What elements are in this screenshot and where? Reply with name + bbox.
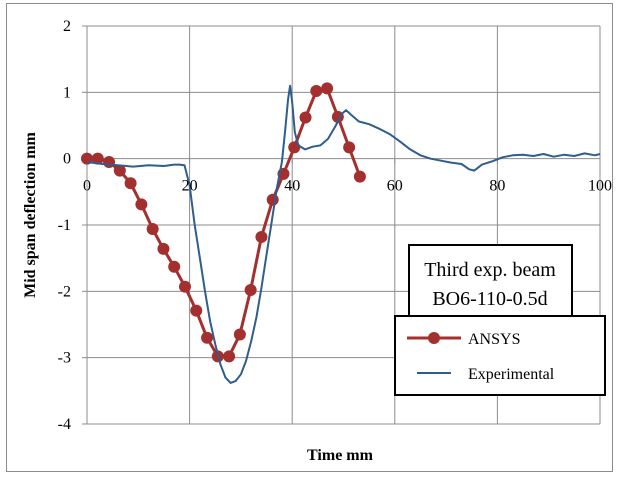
x-tick-label: 20	[182, 178, 198, 195]
legend-label-experimental: Experimental	[468, 366, 555, 383]
data-point-ansys	[299, 111, 312, 124]
chart-frame: 0 20 40 60 80 100 2 1 0 -1 -2 -3 -4 Time mm Mid spa…	[6, 3, 613, 472]
data-point-ansys	[146, 222, 159, 235]
y-tick-label: -1	[58, 217, 71, 234]
data-point-ansys	[233, 328, 246, 341]
legend-item-ansys: ANSYS	[407, 331, 520, 348]
y-axis-title: Mid span deflection mm	[22, 131, 39, 297]
annotation-box: Third exp. beam BO6-110-0.5d	[408, 244, 573, 324]
legend-swatch-ansys-marker	[428, 332, 440, 344]
data-point-ansys	[255, 230, 268, 243]
data-point-ansys	[103, 155, 116, 168]
x-tick-label: 0	[83, 178, 91, 195]
series-layer	[81, 82, 601, 384]
annotation-line-2: BO6-110-0.5d	[432, 288, 547, 310]
data-point-ansys	[353, 170, 366, 183]
data-point-ansys	[124, 177, 137, 190]
data-point-ansys	[266, 193, 279, 206]
axes	[82, 25, 601, 425]
x-tick-label: 100	[588, 178, 612, 195]
data-point-ansys	[168, 260, 181, 273]
data-point-ansys	[135, 198, 148, 211]
x-tick-label: 40	[284, 178, 300, 195]
y-tick-label: -4	[58, 416, 71, 433]
series-line-ansys	[87, 86, 362, 358]
legend: ANSYS Experimental	[394, 315, 606, 396]
y-tick-label: 2	[63, 18, 71, 35]
x-tick-label: 60	[387, 178, 403, 195]
x-tick-labels: 0 20 40 60 80 100	[83, 178, 612, 195]
data-point-ansys	[321, 82, 334, 95]
y-tick-label: 1	[63, 84, 71, 101]
data-point-ansys	[223, 350, 236, 363]
x-tick-label: 80	[489, 178, 505, 195]
y-tick-labels: 2 1 0 -1 -2 -3 -4	[58, 18, 71, 433]
data-point-ansys	[244, 284, 257, 297]
legend-item-experimental: Experimental	[417, 366, 555, 383]
annotation-line-1: Third exp. beam	[424, 259, 556, 281]
data-point-ansys	[157, 242, 170, 255]
data-point-ansys	[201, 331, 214, 344]
data-point-ansys	[190, 304, 203, 317]
data-point-ansys	[91, 152, 104, 165]
data-point-ansys	[310, 85, 323, 98]
y-tick-label: -3	[58, 350, 71, 367]
y-tick-label: -2	[58, 283, 71, 300]
data-point-ansys	[343, 141, 356, 154]
series-line-experimental	[86, 84, 601, 384]
line-chart: 0 20 40 60 80 100 2 1 0 -1 -2 -3 -4 Time mm Mid spa…	[22, 18, 612, 464]
y-tick-label: 0	[63, 151, 71, 168]
x-axis-title: Time mm	[307, 447, 374, 464]
data-point-ansys	[178, 280, 191, 293]
legend-label-ansys: ANSYS	[468, 331, 520, 348]
data-point-ansys	[113, 164, 126, 177]
